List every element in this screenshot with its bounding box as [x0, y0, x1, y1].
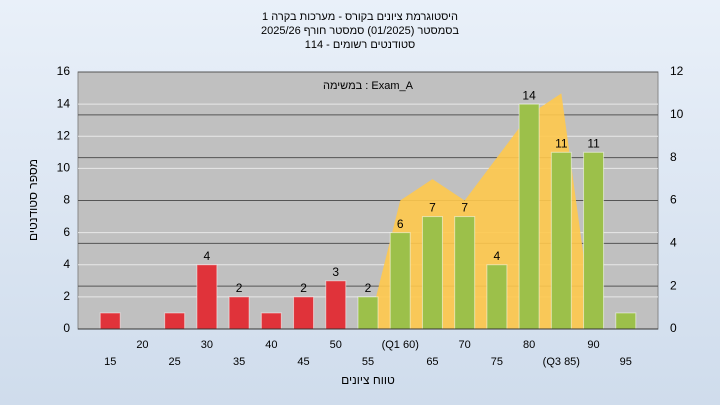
x-tick-label: 35	[233, 356, 245, 368]
y-tick-label: 10	[57, 161, 71, 175]
bar	[421, 216, 443, 330]
bar	[615, 312, 637, 330]
x-tick-label: 65	[426, 356, 438, 368]
y-tick-label: 6	[63, 225, 70, 239]
data-label: 7	[461, 201, 468, 215]
bar	[389, 232, 411, 330]
data-label: 2	[365, 281, 372, 295]
bar	[325, 280, 347, 330]
chart-title: היסטוגרמת ציונים בקורס - מערכות בקרה 1	[262, 11, 458, 23]
data-label: 11	[555, 136, 568, 150]
x-tick-label: (Q1 60)	[382, 339, 419, 351]
x-tick-label: 75	[491, 356, 503, 368]
y2-tick-label: 2	[670, 278, 677, 292]
y2-tick-label: 0	[670, 321, 677, 335]
x-tick-label: 95	[620, 356, 632, 368]
x-tick-label: 80	[523, 339, 535, 351]
chart-subtitle: בסמסטר (01/2025) סמסטר חורף 2025/26	[261, 25, 459, 37]
x-tick-label: 55	[362, 356, 374, 368]
y-tick-label: 2	[63, 289, 70, 303]
x-tick-label: 70	[459, 339, 471, 351]
bar	[196, 264, 218, 330]
x-tick-label: (Q3 85)	[543, 356, 580, 368]
y2-tick-label: 4	[670, 236, 677, 250]
x-tick-label: 20	[136, 339, 148, 351]
data-label: 2	[236, 281, 243, 295]
x-tick-label: 25	[169, 356, 181, 368]
y-tick-label: 14	[57, 96, 71, 110]
bar	[357, 296, 379, 330]
x-tick-label: 90	[587, 339, 599, 351]
data-label: 4	[204, 249, 211, 263]
x-tick-label: 50	[330, 339, 342, 351]
bar	[164, 312, 186, 330]
data-label: 14	[522, 88, 536, 102]
x-tick-label: 30	[201, 339, 213, 351]
y-tick-label: 12	[57, 128, 71, 142]
x-axis-label: טווח ציונים	[341, 373, 395, 387]
x-tick-label: 15	[104, 356, 116, 368]
y-tick-label: 0	[63, 321, 70, 335]
data-label: 7	[429, 201, 436, 215]
chart-subtitle: סטודנטים רשומים - 114	[305, 39, 416, 51]
bar	[550, 151, 572, 330]
x-tick-label: 40	[265, 339, 277, 351]
y2-tick-label: 8	[670, 150, 677, 164]
y2-tick-label: 10	[670, 107, 684, 121]
bar	[583, 151, 605, 330]
y-tick-label: 8	[63, 193, 70, 207]
y-axis-label: מספר סטודנטים	[26, 159, 40, 241]
y2-tick-label: 6	[670, 193, 677, 207]
y-tick-label: 16	[57, 64, 71, 78]
y2-tick-label: 12	[670, 64, 684, 78]
data-label: 3	[332, 265, 339, 279]
bar	[486, 264, 508, 330]
data-label: 11	[587, 136, 600, 150]
annotation: במשימה : Exam_A	[323, 80, 414, 92]
x-tick-label: 45	[297, 356, 309, 368]
data-label: 6	[397, 217, 404, 231]
data-label: 2	[300, 281, 307, 295]
bar	[228, 296, 250, 330]
bar	[454, 216, 476, 330]
bar	[518, 103, 540, 330]
bar	[99, 312, 121, 330]
y-tick-label: 4	[63, 257, 70, 271]
bar	[260, 312, 282, 330]
bar	[293, 296, 315, 330]
data-label: 4	[494, 249, 501, 263]
